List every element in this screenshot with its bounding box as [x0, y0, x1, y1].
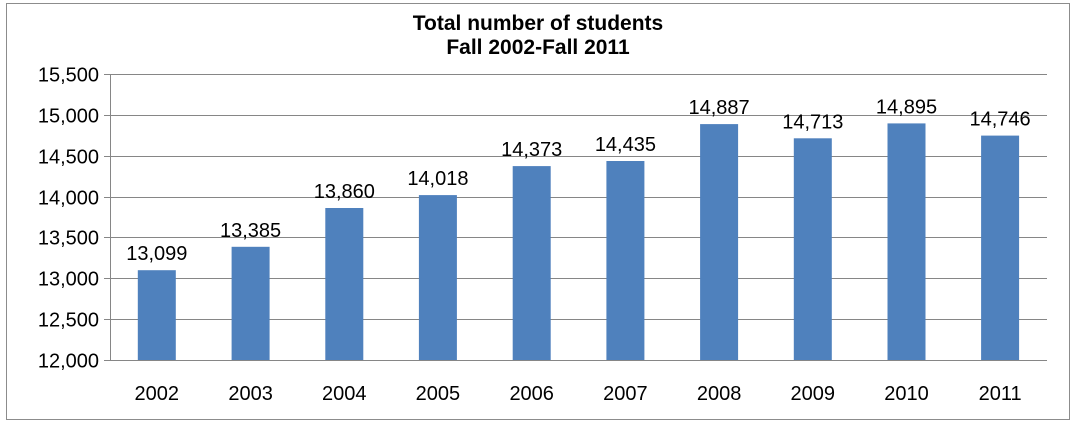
y-tick-label: 14,000: [38, 188, 99, 210]
data-label-2007: 14,435: [595, 134, 656, 156]
bar-2010: [887, 123, 926, 361]
bar-2008: [700, 124, 739, 360]
data-label-2002: 13,099: [126, 243, 187, 265]
bar-2003: [231, 246, 270, 360]
bar-2006: [512, 166, 551, 360]
bar-2004: [325, 208, 364, 360]
data-label-2009: 14,713: [782, 111, 843, 133]
data-label-2003: 13,385: [220, 220, 281, 242]
x-tick-label-2008: 2008: [697, 383, 742, 405]
data-label-2004: 13,860: [314, 181, 375, 203]
x-tick-label-2005: 2005: [416, 383, 461, 405]
y-tick-label: 12,500: [38, 310, 99, 332]
y-tick-label: 13,000: [38, 269, 99, 291]
data-label-2005: 14,018: [407, 168, 468, 190]
x-tick-label-2007: 2007: [603, 383, 648, 405]
y-tick-label: 12,000: [38, 351, 99, 373]
chart-title-line-1: Total number of students: [412, 12, 664, 35]
bar-2011: [981, 135, 1020, 360]
data-label-2011: 14,746: [970, 109, 1031, 131]
x-tick-label-2006: 2006: [509, 383, 554, 405]
y-tick-label: 14,500: [38, 147, 99, 169]
bar-2007: [606, 161, 645, 360]
y-tick-label: 13,500: [38, 228, 99, 250]
x-tick-label-2011: 2011: [979, 383, 1022, 405]
data-label-2006: 14,373: [501, 139, 562, 161]
bar-2002: [137, 270, 176, 360]
chart-title-line-2: Fall 2002-Fall 2011: [446, 36, 630, 59]
chart-title: Total number of students Fall 2002-Fall …: [7, 12, 1069, 60]
x-tick-label-2010: 2010: [884, 383, 929, 405]
data-label-2008: 14,887: [689, 97, 750, 119]
x-tick-label-2002: 2002: [135, 383, 180, 405]
data-label-2010: 14,895: [876, 96, 937, 118]
x-tick-label-2003: 2003: [228, 383, 273, 405]
y-tick-label: 15,500: [38, 65, 99, 87]
bar-2009: [793, 138, 832, 360]
bar-2005: [418, 195, 457, 360]
y-tick-label: 15,000: [38, 106, 99, 128]
x-tick-label-2009: 2009: [791, 383, 836, 405]
x-tick-label-2004: 2004: [322, 383, 367, 405]
